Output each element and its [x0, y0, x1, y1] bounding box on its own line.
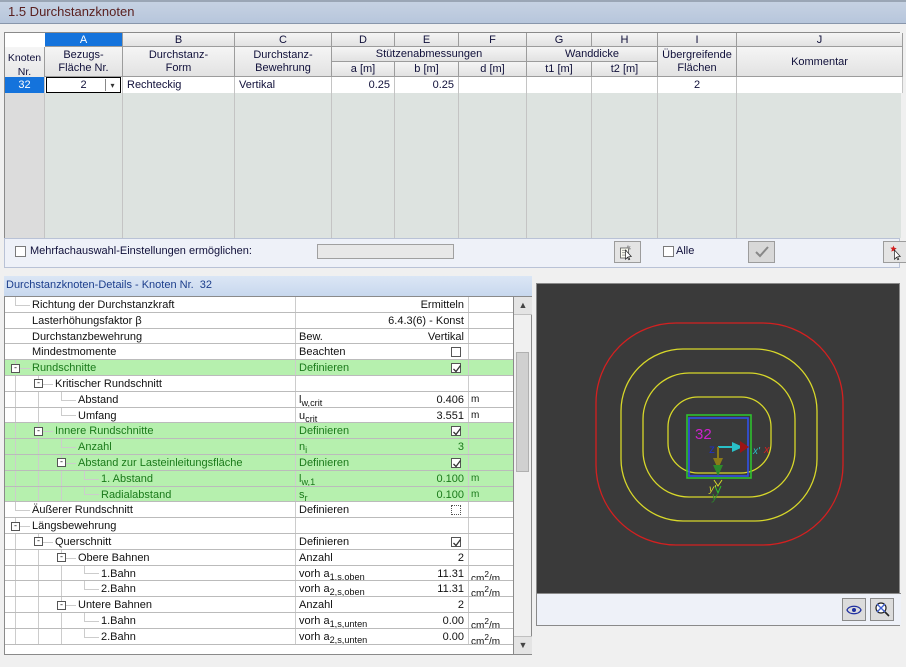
svg-text:z: z — [709, 442, 715, 456]
svg-text:32: 32 — [695, 426, 712, 443]
svg-text:x': x' — [752, 446, 761, 457]
svg-text:x: x — [763, 444, 770, 456]
